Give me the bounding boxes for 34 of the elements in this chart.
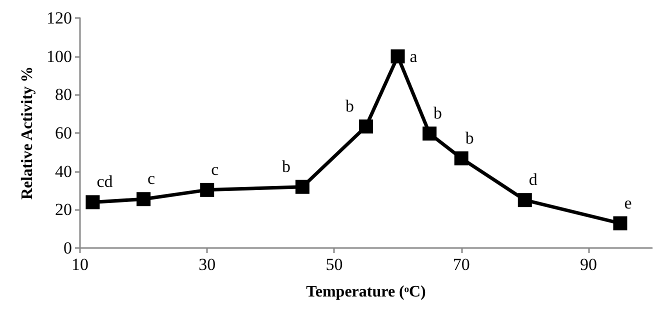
point (422, 126, 437, 141)
point (295, 180, 310, 194)
y-tick-label: 40 (55, 162, 72, 181)
annotation: b (282, 156, 290, 176)
y-tick-label: 120 (46, 8, 72, 28)
point (359, 119, 373, 134)
point (454, 151, 468, 166)
x-tick-label: 10 (72, 255, 88, 274)
x-axis-title: Temperature (ᵒC) (306, 284, 426, 300)
annotation: c (211, 160, 220, 179)
annotation: b (434, 104, 442, 123)
point (86, 195, 100, 210)
annotation: a (410, 46, 418, 66)
annotation: b (465, 128, 474, 148)
annotation: cd (96, 172, 114, 192)
annotation: c (148, 169, 156, 188)
x-tick-label: 70 (452, 255, 470, 274)
point (613, 216, 628, 230)
y-tick-label: 20 (55, 200, 72, 220)
point (518, 193, 532, 208)
y-tick-label: 0 (64, 238, 72, 258)
point (136, 192, 151, 206)
x-tick-label: 50 (326, 255, 343, 274)
y-tick-label: 60 (55, 124, 72, 142)
annotation: e (624, 193, 632, 212)
x-tick-label: 90 (580, 255, 597, 274)
annotation: d (528, 170, 538, 190)
y-tick-label: 80 (55, 85, 72, 104)
point (390, 49, 405, 64)
annotation: b (346, 96, 354, 116)
point (200, 182, 214, 197)
y-axis-title: Relative Activity % (19, 66, 36, 200)
y-tick-label: 100 (46, 46, 72, 66)
x-tick-label: 30 (198, 255, 216, 274)
